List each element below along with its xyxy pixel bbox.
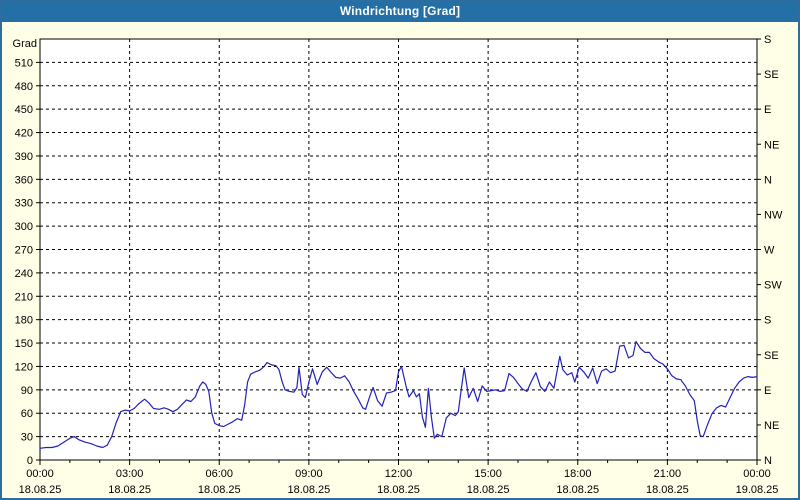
- right-axis-tick-label: S: [764, 315, 771, 327]
- x-axis-time-label: 21:00: [654, 468, 682, 480]
- right-axis-tick-label: W: [764, 245, 775, 257]
- y-axis-tick-label: 120: [15, 361, 33, 373]
- x-axis-time-label: 18:00: [564, 468, 592, 480]
- y-axis-tick-label: 210: [15, 291, 33, 303]
- x-axis-time-label: 09:00: [295, 468, 323, 480]
- y-axis-tick-label: 60: [21, 408, 33, 420]
- x-axis-date-label: 18.08.25: [467, 484, 510, 496]
- right-axis-tick-label: E: [764, 385, 771, 397]
- y-axis-tick-label: 510: [15, 57, 33, 69]
- y-axis-tick-label: 90: [21, 385, 33, 397]
- right-axis-tick-label: SE: [764, 69, 779, 81]
- x-axis-time-label: 00:00: [26, 468, 54, 480]
- x-axis-date-label: 18.08.25: [198, 484, 241, 496]
- right-axis-tick-label: SE: [764, 350, 779, 362]
- x-axis-date-label: 18.08.25: [556, 484, 599, 496]
- y-axis-tick-label: 420: [15, 128, 33, 140]
- y-axis-tick-label: 300: [15, 221, 33, 233]
- x-axis-date-label: 19.08.25: [736, 484, 779, 496]
- right-axis-tick-label: SW: [764, 280, 782, 292]
- right-axis-tick-label: E: [764, 104, 771, 116]
- x-axis-time-label: 06:00: [205, 468, 233, 480]
- wind-direction-series-line: [39, 340, 758, 449]
- y-axis-tick-label: 150: [15, 338, 33, 350]
- y-axis-tick-label: 450: [15, 104, 33, 116]
- y-axis-tick-label: 330: [15, 198, 33, 210]
- window-title: Windrichtung [Grad]: [339, 4, 461, 18]
- y-axis-tick-label: 270: [15, 245, 33, 257]
- x-axis-date-label: 18.08.25: [646, 484, 689, 496]
- y-axis-tick-label: 180: [15, 315, 33, 327]
- right-axis-tick-label: NE: [764, 420, 779, 432]
- x-axis-time-label: 00:00: [743, 468, 771, 480]
- y-axis-tick-label: 360: [15, 174, 33, 186]
- right-axis-tick-label: NE: [764, 139, 779, 151]
- window-title-bar[interactable]: Windrichtung [Grad]: [2, 2, 798, 22]
- x-axis-time-label: 12:00: [385, 468, 413, 480]
- y-axis-tick-label: 240: [15, 268, 33, 280]
- right-axis-tick-label: S: [764, 34, 771, 46]
- x-axis-time-label: 03:00: [116, 468, 144, 480]
- right-axis-tick-label: N: [764, 455, 772, 467]
- right-axis-tick-label: NW: [764, 209, 783, 221]
- x-axis-date-label: 18.08.25: [377, 484, 420, 496]
- y-axis-unit-label: Grad: [13, 38, 37, 50]
- y-axis-tick-label: 480: [15, 81, 33, 93]
- y-axis-tick-label: 0: [27, 455, 33, 467]
- y-axis-tick-label: 390: [15, 151, 33, 163]
- right-axis-tick-label: N: [764, 174, 772, 186]
- x-axis-time-label: 15:00: [474, 468, 502, 480]
- x-axis-date-label: 18.08.25: [287, 484, 330, 496]
- y-axis-tick-label: 30: [21, 432, 33, 444]
- x-axis-date-label: 18.08.25: [108, 484, 151, 496]
- x-axis-date-label: 18.08.25: [19, 484, 62, 496]
